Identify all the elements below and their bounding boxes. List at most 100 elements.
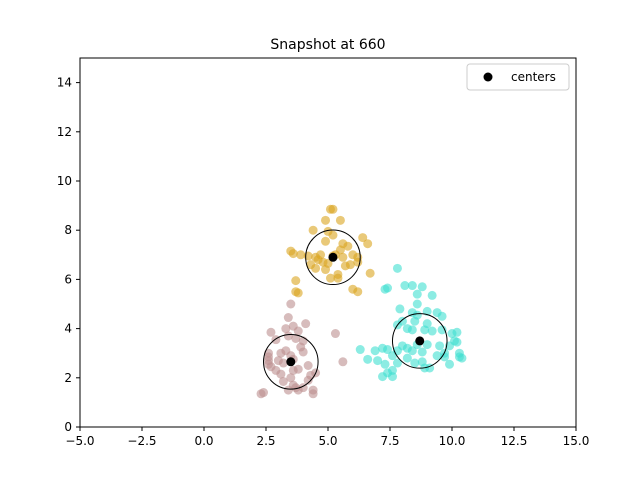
- point-cluster-3-4: [417, 282, 427, 292]
- x-tick-label: −2.5: [127, 434, 156, 448]
- point-cluster-3-2: [400, 281, 410, 291]
- point-cluster-3-1: [392, 263, 402, 273]
- point-cluster-1-8: [321, 236, 331, 246]
- point-cluster-3-6: [383, 283, 393, 293]
- point-cluster-1-32: [325, 273, 335, 283]
- point-cluster-1-30: [345, 260, 355, 270]
- point-cluster-1-3: [321, 215, 331, 225]
- point-cluster-3-60: [454, 352, 464, 362]
- x-tick-label: 15.0: [563, 434, 590, 448]
- legend-centers-marker: [483, 72, 493, 82]
- legend-box: [466, 63, 570, 91]
- point-cluster-2-26: [293, 364, 303, 374]
- point-cluster-3-61: [410, 316, 420, 326]
- point-cluster-1-11: [358, 233, 368, 243]
- point-cluster-3-51: [378, 372, 388, 382]
- point-cluster-3-17: [397, 316, 407, 326]
- x-tick-label: 7.5: [380, 434, 399, 448]
- point-cluster-2-8: [283, 331, 293, 341]
- point-cluster-3-22: [437, 325, 447, 335]
- y-tick-label: 4: [64, 322, 72, 336]
- point-cluster-3-33: [417, 347, 427, 357]
- point-cluster-3-7: [412, 289, 422, 299]
- y-tick-label: 14: [57, 76, 72, 90]
- point-cluster-3-47: [370, 346, 380, 356]
- point-cluster-3-26: [452, 337, 462, 347]
- y-tick-label: 12: [57, 125, 72, 139]
- point-cluster-2-41: [293, 385, 303, 395]
- point-cluster-1-7: [328, 230, 338, 240]
- centers-layer: [286, 252, 425, 367]
- y-tick-label: 8: [64, 223, 72, 237]
- point-cluster-1-12: [363, 239, 373, 249]
- point-cluster-2-39: [259, 388, 269, 398]
- point-cluster-2-27: [303, 361, 313, 370]
- point-cluster-2-33: [286, 373, 296, 383]
- point-cluster-1-14: [288, 249, 298, 259]
- x-tick-label: 12.5: [501, 434, 528, 448]
- legend-centers-label: centers: [511, 70, 556, 84]
- point-cluster-1-27: [321, 265, 331, 275]
- point-cluster-2-5: [281, 324, 291, 334]
- y-axis-ticks: 0 2 4 6 8 10 12 14: [57, 76, 80, 434]
- point-cluster-1-5: [308, 225, 318, 235]
- point-cluster-3-52: [387, 372, 397, 382]
- point-cluster-2-37: [303, 375, 313, 385]
- point-cluster-1-4: [335, 215, 345, 225]
- point-cluster-3-58: [417, 357, 427, 367]
- point-cluster-2-7: [293, 326, 303, 336]
- point-cluster-1-42: [316, 250, 326, 260]
- point-cluster-2-32: [278, 376, 288, 386]
- legend: centers: [466, 63, 570, 91]
- point-cluster-2-9: [291, 333, 301, 343]
- x-tick-label: 0.0: [194, 434, 213, 448]
- points-layer: [256, 204, 467, 399]
- point-cluster-3-45: [380, 359, 390, 369]
- point-cluster-2-44: [338, 357, 348, 367]
- point-cluster-1-41: [335, 245, 345, 255]
- point-cluster-3-3: [407, 281, 417, 291]
- point-cluster-3-62: [422, 319, 432, 329]
- point-cluster-3-15: [437, 311, 447, 321]
- y-tick-label: 2: [64, 371, 72, 385]
- point-cluster-1-22: [338, 252, 348, 262]
- point-cluster-3-54: [363, 354, 373, 364]
- center-point-3: [415, 336, 425, 346]
- point-cluster-3-24: [452, 327, 462, 337]
- point-cluster-1-26: [311, 263, 321, 273]
- point-cluster-3-41: [410, 358, 420, 368]
- point-cluster-3-9: [412, 299, 422, 309]
- point-cluster-2-12: [298, 347, 308, 357]
- point-cluster-3-8: [427, 290, 437, 300]
- center-circle-2: [263, 334, 319, 390]
- point-cluster-1-34: [365, 268, 375, 278]
- y-tick-label: 0: [64, 420, 72, 434]
- point-cluster-2-40: [283, 385, 293, 395]
- point-cluster-3-35: [422, 340, 432, 350]
- point-cluster-2-6: [266, 327, 276, 337]
- point-cluster-3-10: [395, 304, 405, 314]
- point-cluster-2-1: [286, 299, 296, 309]
- y-tick-label: 6: [64, 272, 72, 286]
- point-cluster-1-15: [296, 250, 306, 260]
- point-cluster-2-2: [283, 313, 293, 323]
- point-cluster-3-31: [435, 341, 445, 351]
- point-cluster-1-37: [353, 287, 363, 297]
- point-cluster-1-35: [291, 276, 301, 286]
- x-axis-ticks: −5.0 −2.5 0.0 2.5 5.0 7.5 10.0 12.5 15.0: [65, 427, 589, 448]
- point-cluster-1-39: [293, 288, 303, 298]
- point-cluster-3-40: [402, 353, 412, 363]
- point-cluster-3-43: [387, 351, 397, 361]
- point-cluster-2-3: [301, 319, 311, 329]
- point-cluster-3-46: [373, 356, 383, 366]
- point-cluster-3-53: [355, 345, 365, 355]
- x-tick-label: 10.0: [439, 434, 466, 448]
- chart-title: Snapshot at 660: [270, 37, 385, 53]
- point-cluster-3-19: [407, 325, 417, 335]
- point-cluster-1-31: [353, 257, 363, 267]
- x-tick-label: 2.5: [256, 434, 275, 448]
- point-cluster-3-21: [427, 326, 437, 336]
- center-point-1: [328, 252, 338, 262]
- center-circle-1: [305, 229, 361, 286]
